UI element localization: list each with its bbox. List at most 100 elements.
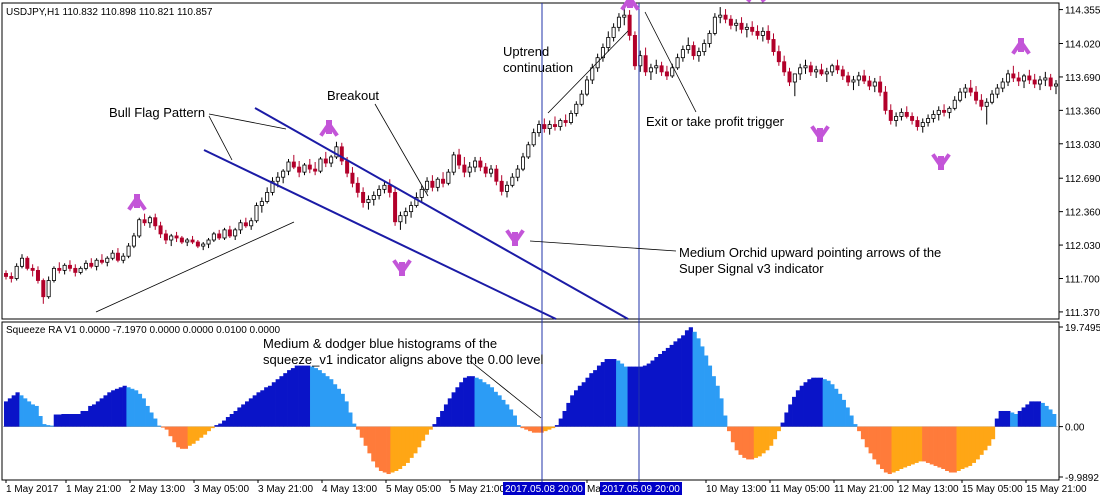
candle-body-17	[94, 259, 99, 267]
candle-body-68	[366, 199, 371, 203]
candle-body-192	[1027, 75, 1032, 81]
histogram-bar-185	[711, 376, 716, 427]
histogram-bar-32	[126, 387, 131, 427]
histogram-bar-232	[891, 426, 896, 473]
candle-body-26	[142, 219, 147, 224]
histogram-bar-122	[470, 376, 475, 427]
histogram-bar-16	[65, 414, 70, 427]
candle-body-22	[121, 255, 126, 261]
histogram-bar-44	[172, 426, 177, 443]
candle-body-179	[958, 91, 963, 101]
histogram-bar-0	[4, 401, 9, 427]
histogram-bar-38	[149, 412, 154, 427]
candle-body-131	[702, 43, 707, 53]
x-axis-label-1: 1 May 21:00	[66, 484, 121, 495]
histogram-bar-83	[321, 373, 326, 427]
x-axis-label-15: 15 May 05:00	[962, 484, 1023, 495]
histogram-bar-98	[378, 426, 384, 472]
osc-axis-label-2: -9.9892	[1065, 473, 1099, 484]
candle-body-41	[222, 229, 227, 239]
histogram-bar-201	[772, 426, 778, 440]
histogram-bar-57	[222, 420, 227, 427]
histogram-bar-266	[1021, 407, 1026, 427]
histogram-bar-194	[746, 426, 751, 460]
histogram-bar-69	[267, 385, 273, 427]
candle-body-136	[728, 18, 733, 26]
price-axis-label-8: 111.700	[1065, 274, 1100, 285]
histogram-bar-25	[99, 398, 104, 427]
histogram-bar-64	[248, 398, 254, 427]
candle-body-98	[526, 144, 531, 158]
histogram-bar-146	[562, 410, 567, 427]
histogram-bar-105	[405, 426, 410, 463]
price-axis-label-7: 112.030	[1065, 241, 1100, 252]
histogram-bar-68	[264, 387, 269, 427]
candle-body-16	[89, 262, 94, 267]
candle-body-169	[904, 111, 909, 117]
candle-body-107	[574, 103, 579, 114]
histogram-bar-182	[700, 346, 705, 427]
histogram-bar-17	[69, 414, 74, 427]
candle-body-45	[243, 222, 248, 227]
histogram-bar-120	[463, 377, 468, 427]
histogram-bar-223	[857, 426, 862, 432]
histogram-bar-177	[681, 335, 686, 427]
histogram-bar-191	[734, 426, 739, 451]
annotation-histogram: Medium & dodger blue histograms of the sq…	[263, 336, 544, 367]
candle-body-32	[174, 235, 179, 239]
candle-body-58	[313, 168, 318, 172]
candle-body-133	[712, 16, 717, 34]
histogram-bar-73	[283, 373, 288, 427]
candle-body-108	[579, 93, 584, 105]
histogram-bar-75	[290, 368, 296, 427]
histogram-bar-110	[424, 426, 429, 435]
histogram-bar-76	[294, 365, 299, 427]
histogram-bar-158	[608, 359, 613, 427]
histogram-bar-187	[719, 398, 724, 427]
histogram-bar-10	[42, 424, 47, 427]
annotation-bull-flag: Bull Flag Pattern	[109, 105, 205, 120]
histogram-bar-175	[673, 341, 678, 427]
histogram-bar-127	[489, 387, 495, 427]
candle-body-151	[808, 65, 813, 73]
candle-body-159	[851, 79, 856, 83]
histogram-bar-262	[1006, 410, 1011, 427]
candle-body-150	[803, 65, 808, 69]
histogram-bar-142	[547, 426, 552, 430]
histogram-bar-113	[436, 417, 441, 427]
down-arrow-left-b	[319, 124, 330, 137]
candle-body-175	[936, 109, 941, 115]
histogram-bar-92	[355, 426, 361, 430]
x-axis-label-13: 11 May 21:00	[834, 484, 894, 495]
price-axis-label-0: 114.355	[1065, 6, 1100, 17]
leader-super-signal	[529, 240, 677, 252]
candle-body-73	[393, 191, 398, 223]
histogram-bar-270	[1036, 401, 1042, 427]
histogram-bar-20	[80, 410, 85, 427]
histogram-bar-150	[577, 385, 582, 427]
candle-body-33	[179, 237, 184, 243]
histogram-bar-22	[88, 405, 93, 427]
candle-body-18	[99, 259, 104, 263]
candle-body-66	[355, 182, 360, 193]
histogram-bar-148	[570, 395, 575, 427]
candle-body-185	[990, 93, 995, 103]
candle-body-130	[696, 51, 701, 57]
down-arrow-left-a	[127, 198, 138, 211]
histogram-bar-156	[600, 362, 605, 427]
price-axis-label-1: 114.020	[1065, 40, 1100, 51]
histogram-bar-257	[987, 426, 992, 446]
histogram-bar-170	[654, 357, 659, 427]
histogram-bar-181	[696, 338, 701, 427]
candle-body-36	[195, 241, 200, 247]
candle-body-137	[734, 22, 739, 26]
histogram-bar-152	[585, 377, 590, 427]
histogram-bar-176	[677, 338, 682, 427]
candle-body-97	[521, 156, 526, 170]
candle-body-180	[963, 87, 968, 93]
histogram-bar-59	[229, 414, 234, 427]
histogram-bar-200	[769, 426, 774, 446]
histogram-bar-116	[447, 398, 452, 427]
candle-body-103	[552, 124, 557, 127]
candle-body-93	[499, 180, 504, 192]
